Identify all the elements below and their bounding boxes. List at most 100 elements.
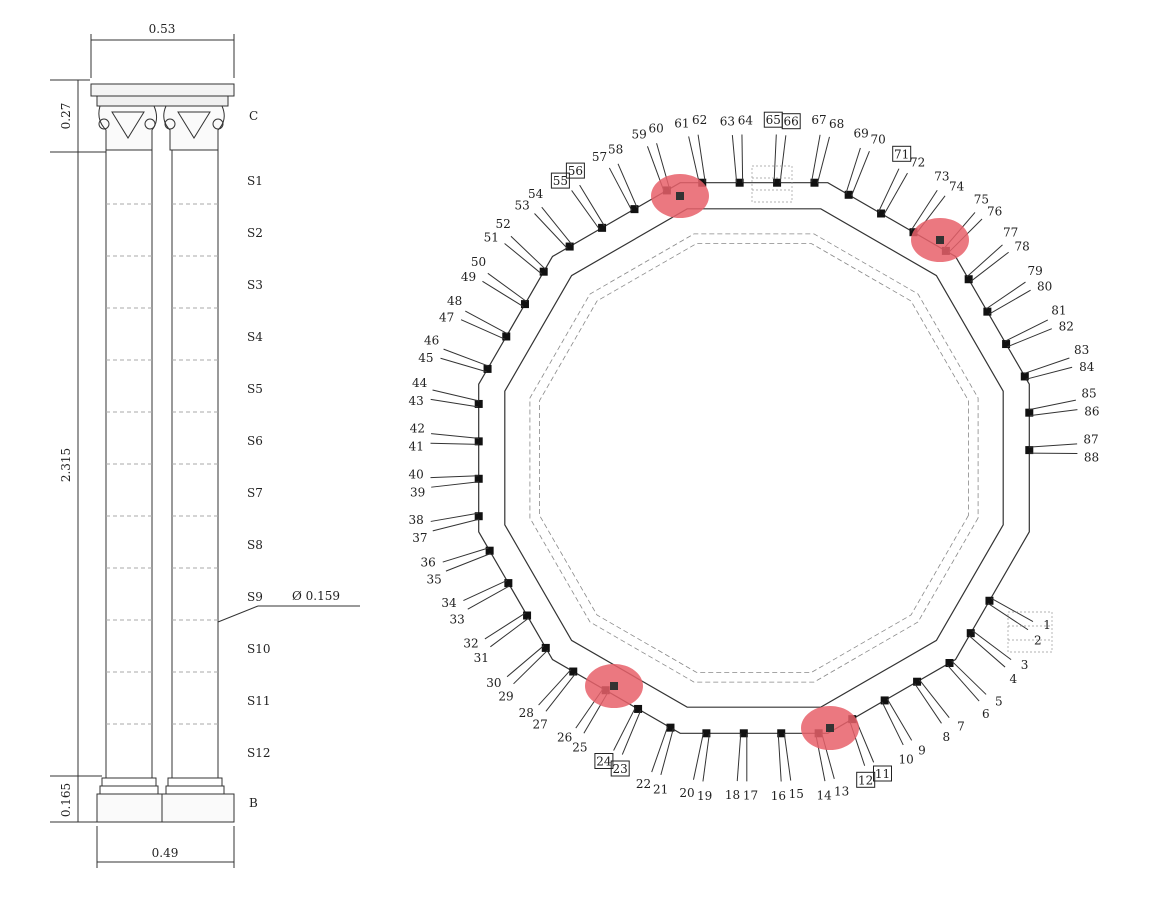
sensor-label: 60 xyxy=(649,122,664,136)
sensor-leader xyxy=(970,251,1009,282)
sensor-markers xyxy=(474,178,1034,738)
sensor-leader xyxy=(914,683,942,724)
sensor-label: 31 xyxy=(474,651,489,665)
sensor-leader xyxy=(881,701,904,746)
sensor-leader xyxy=(506,645,545,678)
sensor-leader xyxy=(621,710,642,755)
sensor-leader xyxy=(966,244,1003,278)
sensor-label: 72 xyxy=(910,156,925,170)
sensor-leader xyxy=(779,135,787,184)
sensor-label: 44 xyxy=(412,376,428,390)
sensor-marker xyxy=(474,399,483,408)
sensor-leader xyxy=(736,733,742,782)
sensor-label: 78 xyxy=(1014,240,1029,254)
capital-ornament-left xyxy=(98,105,158,151)
stair-sketch-top xyxy=(751,165,793,203)
sensor-label: 37 xyxy=(412,531,427,545)
sensor-label: 75 xyxy=(974,192,989,206)
sensor-label: 82 xyxy=(1059,320,1074,334)
sensor-leader xyxy=(487,272,527,303)
boxed-label-frame xyxy=(856,771,876,788)
sensor-marker xyxy=(474,474,483,483)
sensor-label: 41 xyxy=(409,440,424,454)
sensor-label: 7 xyxy=(957,720,965,734)
sensor-leader xyxy=(431,481,479,488)
sensor-leader xyxy=(442,547,489,563)
sensor-label: 57 xyxy=(592,150,607,164)
sensor-marker xyxy=(485,546,494,555)
sensor-leader xyxy=(692,732,704,780)
sensor-marker xyxy=(810,178,819,187)
sensor-label: 21 xyxy=(653,783,668,797)
sensor-labels: 1234567891011121314151617181920212223242… xyxy=(408,111,1100,803)
sensor-leader xyxy=(811,134,821,183)
sensor-label: 50 xyxy=(471,255,486,269)
sensor-leader xyxy=(463,579,508,602)
sensor-label: 9 xyxy=(918,744,926,758)
sensor-leader xyxy=(467,585,510,610)
sensor-label: 19 xyxy=(697,789,712,803)
sensor-marker xyxy=(666,723,675,732)
sensor-label: 59 xyxy=(631,127,646,141)
sensor-leader xyxy=(731,134,738,183)
sensor-leader xyxy=(851,151,870,196)
boxed-label-frame xyxy=(781,113,801,130)
sensor-marker xyxy=(1002,340,1011,349)
sensor-label: 67 xyxy=(811,113,826,127)
sensor-label: 18 xyxy=(725,788,740,802)
sensor-label: 13 xyxy=(834,785,849,799)
sensor-marker xyxy=(483,364,492,373)
capital-abacus xyxy=(90,83,235,97)
highlight-sensor xyxy=(610,682,618,690)
sensor-label: 11 xyxy=(875,767,890,781)
sensor-label: 66 xyxy=(784,115,799,129)
boxed-label-frame xyxy=(565,162,585,179)
sensor-label: 85 xyxy=(1081,387,1096,401)
sensor-label: 53 xyxy=(514,199,529,213)
sensor-leader xyxy=(445,553,491,572)
sensor-label: 4 xyxy=(1009,672,1017,686)
plan-view: 1234567891011121314151617181920212223242… xyxy=(408,111,1100,803)
sensor-marker xyxy=(1025,446,1034,455)
sensor-label: 74 xyxy=(949,180,965,194)
sensor-label: 30 xyxy=(486,676,501,690)
sensor-label: 10 xyxy=(899,752,914,766)
sensor-label: 58 xyxy=(608,142,623,156)
sensor-marker xyxy=(964,275,973,284)
sensor-label: 45 xyxy=(418,351,433,365)
sensor-label: 79 xyxy=(1027,264,1042,278)
sensor-leader xyxy=(883,172,908,216)
boxed-label-frame xyxy=(873,765,892,782)
sensor-label: 88 xyxy=(1084,450,1099,464)
sensor-marker xyxy=(598,223,607,232)
sensor-marker xyxy=(474,512,483,521)
sensor-leader xyxy=(951,660,987,695)
sensor-label: 12 xyxy=(858,773,873,787)
segment-label: S8 xyxy=(247,538,263,552)
sensor-label: 52 xyxy=(496,217,511,231)
sensor-leader xyxy=(741,134,744,183)
sensor-leader xyxy=(484,612,526,640)
base-label: B xyxy=(249,796,258,810)
sensor-label: 68 xyxy=(829,117,844,131)
capital-ornament-right xyxy=(163,105,225,151)
sensor-marker xyxy=(735,178,744,187)
sensor-label: 22 xyxy=(636,777,651,791)
sensor-label: 65 xyxy=(766,113,781,127)
sensor-label: 48 xyxy=(447,294,462,308)
sensor-leader xyxy=(1004,319,1049,342)
sensor-marker xyxy=(523,611,532,620)
segment-label: S5 xyxy=(247,382,263,396)
sensor-marker xyxy=(502,332,511,341)
sensor-label: 63 xyxy=(720,114,735,128)
base-height-label: 0.165 xyxy=(59,783,73,817)
highlight-sensor xyxy=(826,724,834,732)
sensor-label: 25 xyxy=(572,740,587,754)
segment-labels: S1 S2 S3 S4 S5 S6 S7 S8 S9 S10 S11 S12 xyxy=(247,174,271,760)
sensor-leader xyxy=(688,136,700,184)
boxed-label-frame xyxy=(892,145,912,162)
sensor-label: 47 xyxy=(439,310,454,324)
sensor-marker xyxy=(634,704,643,713)
diameter-leader xyxy=(217,605,259,623)
sensor-marker xyxy=(913,677,922,686)
